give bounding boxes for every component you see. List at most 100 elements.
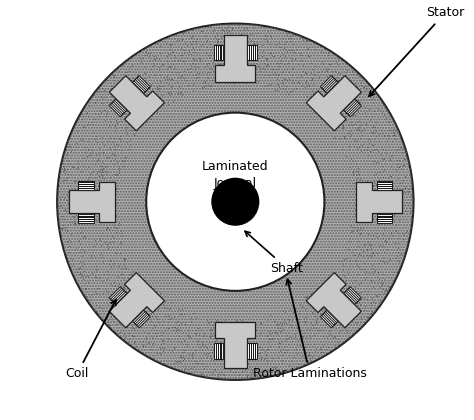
Point: [373, 158, 380, 165]
Point: [330, 332, 338, 339]
Point: [79, 276, 87, 283]
Point: [387, 183, 395, 190]
Point: [96, 180, 103, 186]
Point: [258, 42, 265, 48]
Point: [163, 72, 170, 79]
Point: [342, 68, 349, 75]
Point: [203, 74, 210, 81]
Point: [368, 203, 376, 210]
Point: [352, 168, 359, 174]
Point: [362, 320, 369, 327]
Point: [100, 142, 108, 149]
Point: [80, 249, 87, 255]
Point: [339, 123, 346, 130]
Point: [144, 91, 152, 97]
Point: [287, 55, 295, 61]
Point: [319, 59, 326, 66]
Point: [121, 154, 129, 160]
Point: [113, 81, 120, 88]
Point: [136, 307, 143, 314]
Point: [139, 97, 146, 103]
Point: [220, 330, 228, 337]
Point: [107, 295, 114, 302]
Polygon shape: [247, 45, 256, 60]
Point: [235, 21, 242, 27]
Point: [160, 359, 168, 366]
Point: [320, 300, 328, 307]
Point: [278, 328, 285, 334]
Point: [351, 201, 359, 207]
Point: [61, 163, 68, 169]
Point: [375, 179, 383, 186]
Point: [309, 325, 317, 332]
Point: [169, 41, 176, 48]
Point: [201, 32, 209, 39]
Point: [210, 366, 218, 373]
Point: [354, 125, 361, 132]
Point: [328, 310, 336, 317]
Point: [211, 337, 219, 344]
Point: [346, 237, 354, 244]
Point: [180, 50, 188, 57]
Point: [215, 373, 222, 380]
Point: [379, 280, 386, 287]
Point: [132, 282, 140, 289]
Point: [267, 33, 275, 40]
Point: [126, 270, 134, 277]
Point: [404, 188, 412, 195]
Point: [266, 32, 274, 39]
Point: [129, 101, 137, 108]
Point: [391, 216, 398, 223]
Point: [137, 297, 145, 304]
Point: [364, 93, 372, 100]
Point: [374, 147, 382, 154]
Point: [297, 57, 305, 63]
Point: [219, 370, 227, 377]
Point: [278, 352, 286, 358]
Point: [353, 104, 360, 111]
Point: [267, 41, 274, 47]
Point: [394, 244, 402, 251]
Point: [73, 207, 81, 214]
Point: [104, 307, 111, 314]
Point: [239, 364, 247, 370]
Point: [312, 325, 320, 331]
Point: [112, 124, 120, 131]
Point: [98, 250, 105, 257]
Point: [109, 238, 116, 245]
Point: [275, 39, 283, 46]
Point: [255, 349, 262, 356]
Point: [144, 84, 152, 91]
Point: [314, 354, 322, 361]
Point: [323, 315, 331, 321]
Point: [264, 360, 271, 366]
Point: [153, 86, 160, 93]
Point: [275, 84, 283, 91]
Point: [370, 182, 378, 189]
Point: [335, 110, 342, 116]
Point: [341, 310, 349, 317]
Point: [346, 133, 354, 139]
Point: [161, 312, 169, 319]
Point: [259, 47, 267, 54]
Point: [337, 321, 344, 328]
Point: [100, 174, 108, 181]
Point: [145, 311, 153, 318]
Point: [357, 266, 365, 273]
Point: [85, 145, 92, 152]
Polygon shape: [377, 181, 392, 190]
Point: [124, 76, 131, 83]
Point: [340, 255, 347, 262]
Point: [120, 283, 128, 290]
Point: [187, 69, 194, 76]
Point: [115, 307, 123, 314]
Point: [240, 334, 247, 341]
Point: [331, 134, 338, 141]
Point: [212, 44, 220, 50]
Point: [213, 54, 221, 60]
Point: [379, 173, 386, 180]
Point: [383, 150, 390, 157]
Point: [109, 184, 117, 190]
Point: [318, 349, 325, 355]
Point: [178, 36, 186, 43]
